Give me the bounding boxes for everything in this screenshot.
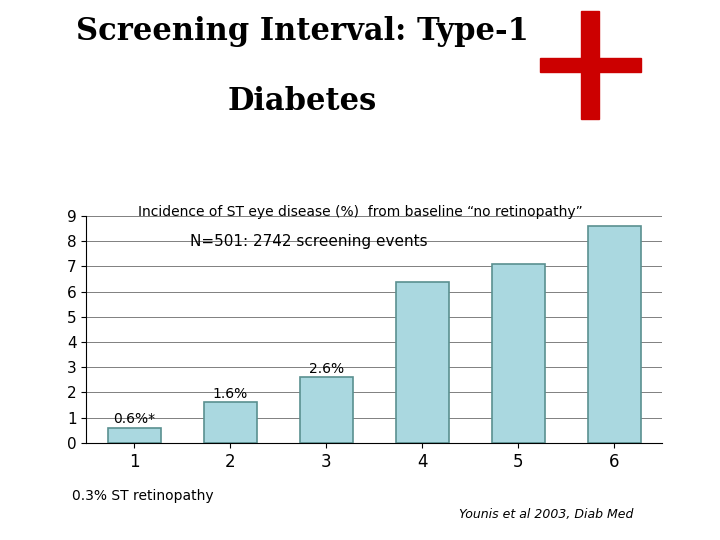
Text: Screening Interval: Type-1: Screening Interval: Type-1 — [76, 16, 528, 47]
Text: Younis et al 2003, Diab Med: Younis et al 2003, Diab Med — [459, 508, 634, 521]
Bar — [396, 281, 449, 443]
Text: 0.3% ST retinopathy: 0.3% ST retinopathy — [72, 489, 214, 503]
Text: 1.6%: 1.6% — [213, 387, 248, 401]
Text: Incidence of ST eye disease (%)  from baseline “no retinopathy”: Incidence of ST eye disease (%) from bas… — [138, 205, 582, 219]
Text: 0.6%*: 0.6%* — [113, 413, 156, 427]
Bar — [588, 226, 641, 443]
Text: 2.6%: 2.6% — [309, 362, 344, 376]
Bar — [204, 402, 257, 443]
Bar — [108, 428, 161, 443]
Bar — [300, 377, 353, 443]
Bar — [492, 264, 545, 443]
Text: Diabetes: Diabetes — [228, 86, 377, 117]
Text: N=501: 2742 screening events: N=501: 2742 screening events — [190, 234, 428, 249]
